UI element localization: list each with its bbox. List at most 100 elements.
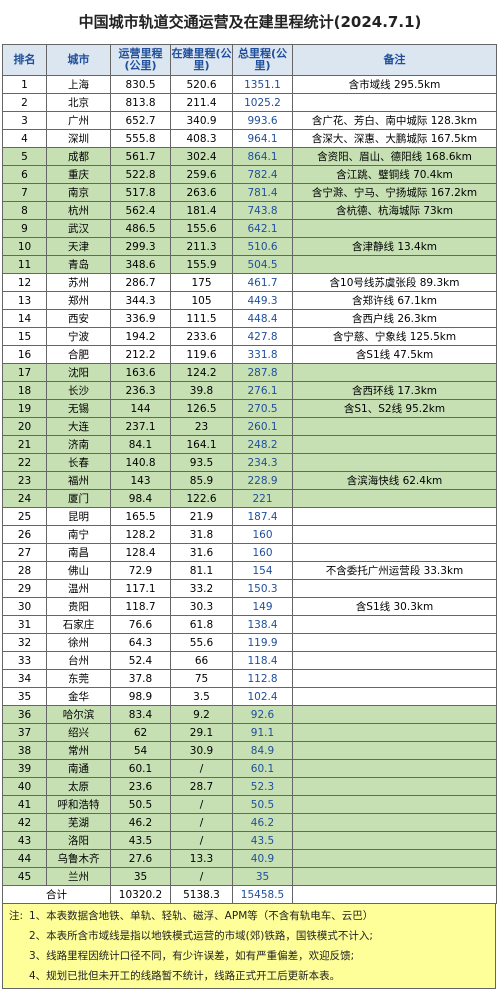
table-cell: 44 xyxy=(2,849,47,868)
table-cell: 含S1线 47.5km xyxy=(292,345,497,364)
table-cell: 28 xyxy=(2,561,47,580)
table-cell: 东莞 xyxy=(46,669,111,688)
table-cell: 236.3 xyxy=(110,381,171,400)
table-cell: 642.1 xyxy=(232,219,293,238)
table-cell: 62 xyxy=(110,723,171,742)
table-row: 16 合肥 212.2 119.6 331.8 含S1线 47.5km xyxy=(2,345,497,364)
table-row: 7 南京 517.8 263.6 781.4 含宁滁、宁马、宁扬城际 167.2km xyxy=(2,183,497,202)
table-cell: 武汉 xyxy=(46,219,111,238)
table-row: 2 北京 813.8 211.4 1025.2 xyxy=(2,93,497,112)
table-row: 35 金华 98.9 3.5 102.4 xyxy=(2,687,497,706)
table-cell: 964.1 xyxy=(232,129,293,148)
table-cell: 45 xyxy=(2,867,47,886)
title: 中国城市轨道交通运营及在建里程统计(2024.7.1) xyxy=(78,13,422,31)
table-cell: 60.1 xyxy=(110,759,171,778)
table-cell: 143 xyxy=(110,471,171,490)
table-cell: 75 xyxy=(170,669,233,688)
table-cell: 含S1、S2线 95.2km xyxy=(292,399,497,418)
table-row: 15 宁波 194.2 233.6 427.8 含宁慈、宁象线 125.5km xyxy=(2,327,497,346)
table-cell: 259.6 xyxy=(170,165,233,184)
table-cell: 286.7 xyxy=(110,273,171,292)
table-cell: 55.6 xyxy=(170,633,233,652)
table-cell: 160 xyxy=(232,525,293,544)
table-cell xyxy=(292,813,497,832)
table-cell: 含宁慈、宁象线 125.5km xyxy=(292,327,497,346)
table-cell: 23 xyxy=(2,471,47,490)
table-row: 45 兰州 35/35 xyxy=(2,867,497,886)
table-cell: 302.4 xyxy=(170,147,233,166)
table-cell xyxy=(292,795,497,814)
table-row: 41 呼和浩特 50.5/50.5 xyxy=(2,795,497,814)
table-row: 40 太原 23.6 28.7 52.3 xyxy=(2,777,497,796)
table-cell: 大连 xyxy=(46,417,111,436)
table-cell xyxy=(292,579,497,598)
table-cell: / xyxy=(170,759,233,778)
table-cell: 111.5 xyxy=(170,309,233,328)
table-cell: 40 xyxy=(2,777,47,796)
table-cell xyxy=(292,93,497,112)
table-cell: 299.3 xyxy=(110,237,171,256)
table-cell: / xyxy=(170,867,233,886)
table-cell: 33 xyxy=(2,651,47,670)
table-row: 43 洛阳 43.5/43.5 xyxy=(2,831,497,850)
table-cell xyxy=(292,687,497,706)
table-cell: 30 xyxy=(2,597,47,616)
table-cell: 287.8 xyxy=(232,363,293,382)
table-cell: 常州 xyxy=(46,741,111,760)
table-row: 32 徐州 64.3 55.6 119.9 xyxy=(2,633,497,652)
table-cell: 149 xyxy=(232,597,293,616)
table-cell xyxy=(292,543,497,562)
table-cell: 336.9 xyxy=(110,309,171,328)
table-cell: 461.7 xyxy=(232,273,293,292)
table-cell: 98.4 xyxy=(110,489,171,508)
table-cell: 7 xyxy=(2,183,47,202)
table-cell: 35 xyxy=(232,867,293,886)
table-cell: 3.5 xyxy=(170,687,233,706)
table-cell: 194.2 xyxy=(110,327,171,346)
table-cell: 39.8 xyxy=(170,381,233,400)
table: 排名 城市 运营里程(公里) 在建里程(公里) 总里程(公里) 备注 1 上海 830.5 52… xyxy=(2,44,497,904)
table-cell: 504.5 xyxy=(232,255,293,274)
table-cell: 221 xyxy=(232,489,293,508)
table-cell: 佛山 xyxy=(46,561,111,580)
table-row: 25 昆明 165.5 21.9 187.4 xyxy=(2,507,497,526)
table-row: 4 深圳 555.8 408.3 964.1 含深大、深惠、大鹏城际 167.5km xyxy=(2,129,497,148)
table-cell xyxy=(292,489,497,508)
table-cell: 太原 xyxy=(46,777,111,796)
table-cell: 31 xyxy=(2,615,47,634)
table-cell: 164.1 xyxy=(170,435,233,454)
table-cell: 27.6 xyxy=(110,849,171,868)
table-cell: 31.6 xyxy=(170,543,233,562)
table-cell: 105 xyxy=(170,291,233,310)
table-cell: 29.1 xyxy=(170,723,233,742)
table-cell: 上海 xyxy=(46,75,111,94)
table-cell: 南宁 xyxy=(46,525,111,544)
table-cell: 43.5 xyxy=(232,831,293,850)
header-cell: 备注 xyxy=(292,44,497,76)
table-cell: 27 xyxy=(2,543,47,562)
table-cell: 39 xyxy=(2,759,47,778)
table-cell: 348.6 xyxy=(110,255,171,274)
table-cell: / xyxy=(170,831,233,850)
table-row: 12 苏州 286.7 175 461.7 含10号线苏虞张段 89.3km xyxy=(2,273,497,292)
table-cell: 1025.2 xyxy=(232,93,293,112)
table-cell: 555.8 xyxy=(110,129,171,148)
total-cell: 10320.2 xyxy=(110,885,171,904)
table-cell xyxy=(292,615,497,634)
table-cell: 金华 xyxy=(46,687,111,706)
table-cell: 含津静线 13.4km xyxy=(292,237,497,256)
table-cell: 长沙 xyxy=(46,381,111,400)
table-cell: 112.8 xyxy=(232,669,293,688)
table-cell: 绍兴 xyxy=(46,723,111,742)
table-cell: 6 xyxy=(2,165,47,184)
table-cell: 9 xyxy=(2,219,47,238)
table-row: 17 沈阳 163.6 124.2 287.8 xyxy=(2,363,497,382)
table-cell: 深圳 xyxy=(46,129,111,148)
table-row: 28 佛山 72.9 81.1 154 不含委托广州运营段 33.3km xyxy=(2,561,497,580)
table-cell: 温州 xyxy=(46,579,111,598)
table-cell: 14 xyxy=(2,309,47,328)
table-cell xyxy=(292,363,497,382)
table-cell: 含10号线苏虞张段 89.3km xyxy=(292,273,497,292)
table-cell: 23.6 xyxy=(110,777,171,796)
